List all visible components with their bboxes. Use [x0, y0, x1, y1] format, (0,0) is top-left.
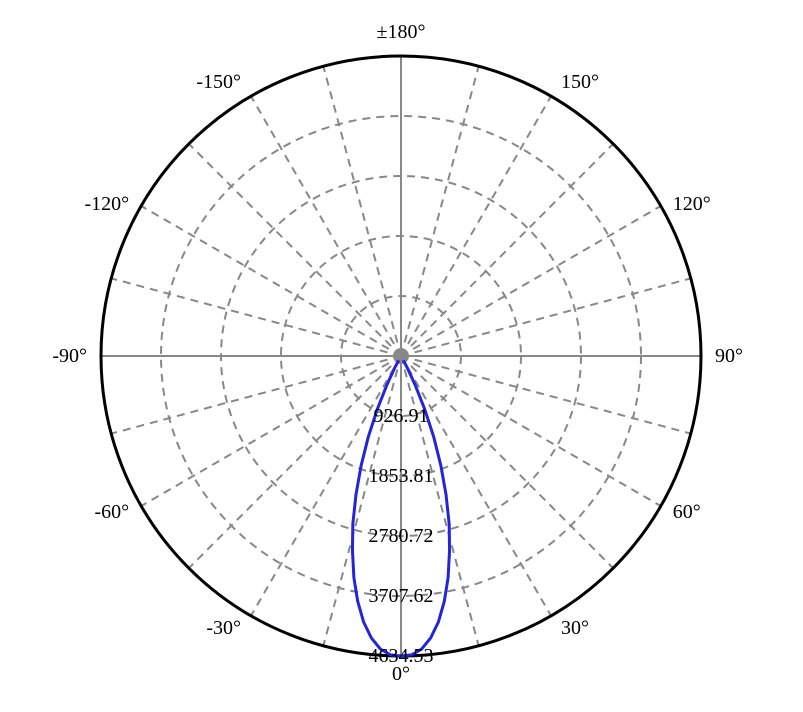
- angle-tick-label: -90°: [52, 345, 87, 367]
- angle-tick-label: 90°: [715, 345, 743, 367]
- angle-tick-label: -60°: [95, 501, 130, 523]
- polar-chart: 926.911853.812780.723707.624634.53 ±180°…: [0, 0, 803, 712]
- radial-tick-label: 1853.81: [369, 465, 434, 487]
- angle-tick-label: 60°: [673, 501, 701, 523]
- radial-tick-label: 3707.62: [369, 585, 434, 607]
- radial-tick-label: 926.91: [374, 405, 429, 427]
- angle-tick-label: 30°: [561, 617, 589, 639]
- angle-tick-label: 150°: [561, 71, 599, 93]
- angle-tick-label: -120°: [85, 193, 130, 215]
- angle-tick-label: 0°: [392, 663, 410, 685]
- angle-tick-label: ±180°: [377, 21, 426, 43]
- angle-tick-label: -150°: [196, 71, 241, 93]
- radial-tick-label: 2780.72: [369, 525, 434, 547]
- angle-tick-label: 120°: [673, 193, 711, 215]
- angle-tick-label: -30°: [206, 617, 241, 639]
